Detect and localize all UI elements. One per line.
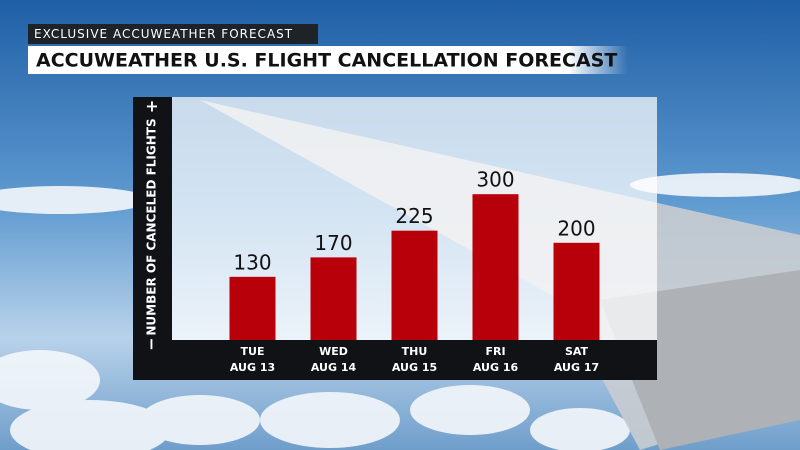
value-label: 300 [476,168,514,192]
x-tick-sublabel: AUG 14 [311,361,357,374]
value-label: 225 [395,204,433,228]
title-banner [28,46,628,74]
x-tick-sublabel: AUG 17 [554,361,599,374]
x-tick-label: FRI [485,345,505,358]
x-tick-label: TUE [241,345,265,358]
y-bottom-symbol: − [142,337,161,350]
bar [472,194,519,340]
x-tick-sublabel: AUG 13 [230,361,275,374]
value-label: 130 [233,250,271,274]
x-tick-sublabel: AUG 15 [392,361,437,374]
y-axis-strip [133,97,172,380]
value-label: 200 [557,216,595,240]
kicker-box [28,24,318,44]
bar [553,242,600,340]
y-axis-label: NUMBER OF CANCELED FLIGHTS [145,118,159,335]
x-tick-label: THU [402,345,428,358]
x-tick-label: WED [319,345,348,358]
x-axis-strip [133,340,657,380]
kicker: EXCLUSIVE ACCUWEATHER FORECAST [34,27,293,41]
y-top-symbol: + [145,97,158,116]
bar [229,276,276,340]
bar [391,230,438,340]
value-label: 170 [314,231,352,255]
x-tick-label: SAT [565,345,589,358]
chart-title: ACCUWEATHER U.S. FLIGHT CANCELLATION FOR… [36,50,617,72]
x-tick-sublabel: AUG 16 [473,361,519,374]
bar [310,257,357,340]
